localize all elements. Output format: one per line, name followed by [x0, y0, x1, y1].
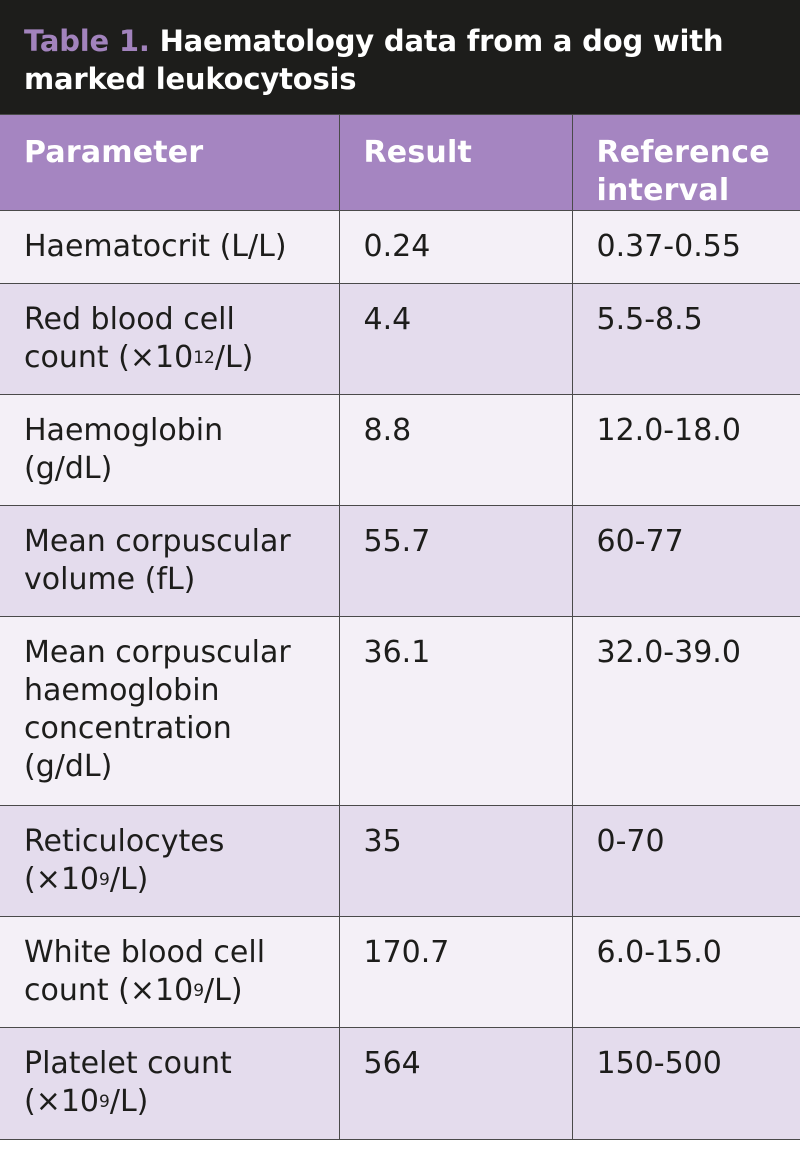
parameter-cell: White blood cell count (×109/L) — [0, 916, 340, 1028]
parameter-label: Haematocrit (L/L) — [24, 229, 287, 264]
unit-tail: /L) — [214, 340, 254, 375]
reference-interval-cell: 6.0-15.0 — [571, 916, 800, 1028]
unit-tail: /L) — [109, 1084, 149, 1119]
unit-exponent: 12 — [193, 348, 215, 368]
parameter-cell: Haemoglobin (g/dL) — [0, 394, 340, 506]
reference-interval-cell: 0-70 — [571, 805, 800, 917]
parameter-label: Haemoglobin (g/dL) — [24, 413, 224, 486]
table-row: Haematocrit (L/L) 0.24 0.37-0.55 — [0, 210, 800, 284]
parameter-cell: Platelet count (×109/L) — [0, 1027, 340, 1140]
table-row: Mean corpuscular volume (fL) 55.7 60-77 — [0, 505, 800, 617]
table-row: Red blood cell count (×1012/L) 4.4 5.5-8.5 — [0, 283, 800, 395]
table-row: Mean corpuscular haemoglobin concentrati… — [0, 616, 800, 806]
header-result: Result — [338, 114, 573, 211]
parameter-label: Mean corpuscular volume (fL) — [24, 524, 291, 597]
parameter-label: Mean corpuscular haemoglobin concentrati… — [24, 635, 291, 784]
reference-interval-cell: 0.37-0.55 — [571, 210, 800, 284]
result-cell: 0.24 — [338, 210, 573, 284]
header-reference-interval: Reference interval — [571, 114, 800, 211]
reference-interval-cell: 32.0-39.0 — [571, 616, 800, 806]
table-row: Haemoglobin (g/dL) 8.8 12.0-18.0 — [0, 394, 800, 506]
unit-tail: /L) — [109, 862, 149, 897]
parameter-label: Platelet count (×10 — [24, 1046, 232, 1119]
table-title: Haematology data from a dog with marked … — [24, 24, 724, 96]
result-cell: 55.7 — [338, 505, 573, 617]
haematology-table: Parameter Result Reference interval Haem… — [0, 114, 800, 1140]
result-cell: 564 — [338, 1027, 573, 1140]
result-cell: 36.1 — [338, 616, 573, 806]
table-number: Table 1. — [24, 24, 150, 58]
table-row: White blood cell count (×109/L) 170.7 6.0-… — [0, 916, 800, 1028]
table-row: Reticulocytes (×109/L) 35 0-70 — [0, 805, 800, 917]
parameter-cell: Haematocrit (L/L) — [0, 210, 340, 284]
table-caption: Table 1. Haematology data from a dog wit… — [0, 0, 800, 114]
reference-interval-cell: 12.0-18.0 — [571, 394, 800, 506]
unit-exponent: 9 — [99, 1092, 110, 1112]
header-parameter: Parameter — [0, 114, 340, 211]
parameter-label: Red blood cell count (×10 — [24, 302, 235, 375]
result-cell: 8.8 — [338, 394, 573, 506]
reference-interval-cell: 60-77 — [571, 505, 800, 617]
result-cell: 35 — [338, 805, 573, 917]
parameter-label: White blood cell count (×10 — [24, 935, 266, 1008]
result-cell: 170.7 — [338, 916, 573, 1028]
table-row: Platelet count (×109/L) 564 150-500 — [0, 1027, 800, 1140]
header-row: Parameter Result Reference interval — [0, 114, 800, 211]
unit-exponent: 9 — [99, 870, 110, 890]
parameter-cell: Mean corpuscular volume (fL) — [0, 505, 340, 617]
reference-interval-cell: 5.5-8.5 — [571, 283, 800, 395]
parameter-cell: Reticulocytes (×109/L) — [0, 805, 340, 917]
parameter-label: Reticulocytes (×10 — [24, 824, 225, 897]
unit-tail: /L) — [204, 973, 243, 1008]
reference-interval-cell: 150-500 — [571, 1027, 800, 1140]
result-cell: 4.4 — [338, 283, 573, 395]
unit-exponent: 9 — [193, 981, 205, 1001]
parameter-cell: Mean corpuscular haemoglobin concentrati… — [0, 616, 340, 806]
parameter-cell: Red blood cell count (×1012/L) — [0, 283, 340, 395]
